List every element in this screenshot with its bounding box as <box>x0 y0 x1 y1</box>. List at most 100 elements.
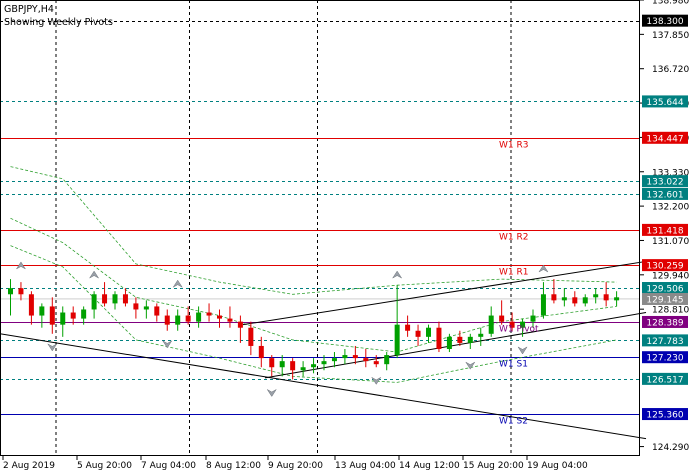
candlestick[interactable] <box>603 282 609 307</box>
candlestick[interactable] <box>227 306 233 328</box>
candlestick[interactable] <box>363 348 369 368</box>
candlestick[interactable] <box>415 324 421 346</box>
price-tick-label: 128.810 <box>652 306 689 316</box>
candlestick[interactable] <box>196 306 202 328</box>
candlestick[interactable] <box>154 303 160 322</box>
candlestick[interactable] <box>8 279 13 316</box>
current-price-value: 129.145 <box>646 295 683 305</box>
candlestick[interactable] <box>217 309 222 328</box>
candlestick[interactable] <box>572 291 578 307</box>
candlestick[interactable] <box>206 303 212 322</box>
pivot-level-price-box <box>642 315 688 328</box>
candlestick[interactable] <box>614 291 620 307</box>
candlestick[interactable] <box>394 285 400 359</box>
grid-layer <box>55 0 512 456</box>
price-tick-label: 131.070 <box>652 237 689 247</box>
time-tick-label: 8 Aug 12:00 <box>206 461 261 471</box>
candlestick[interactable] <box>405 315 411 337</box>
candle-body <box>342 355 348 359</box>
candle-body <box>18 288 24 295</box>
candlestick[interactable] <box>49 297 55 334</box>
candlestick[interactable] <box>175 309 181 331</box>
candlestick[interactable] <box>279 355 285 377</box>
candlestick[interactable] <box>258 336 264 368</box>
dashed-level-price-box <box>642 14 688 27</box>
candle-body <box>248 327 254 346</box>
candlestick[interactable] <box>18 282 24 301</box>
candlestick[interactable] <box>530 309 536 328</box>
time-axis[interactable]: 2 Aug 2019 5 Aug 20:00 7 Aug 04:00 8 Aug 12… <box>2 456 588 471</box>
candlestick[interactable] <box>248 321 254 356</box>
candle-body <box>49 306 55 325</box>
candlestick[interactable] <box>352 345 358 365</box>
level-label-layer: W1 R3 W1 R2 W1 R1 W1 Pivot W1 S1 W1 S2 <box>499 141 539 427</box>
candle-body <box>164 315 170 325</box>
candle-body <box>206 312 212 316</box>
candlestick[interactable] <box>373 355 379 368</box>
candle-body <box>572 297 578 304</box>
candle-body <box>614 297 620 301</box>
dashed-level-price-box <box>642 372 688 385</box>
candle-body <box>405 324 411 331</box>
candlestick[interactable] <box>457 330 463 346</box>
candlestick[interactable] <box>102 282 108 307</box>
candle-body <box>593 294 599 298</box>
candlestick[interactable] <box>331 352 337 368</box>
candle-body <box>39 306 45 316</box>
candlestick[interactable] <box>593 288 599 304</box>
candle-body <box>133 303 139 310</box>
dashed-level-price-box <box>642 187 688 200</box>
current-price-box <box>642 292 688 305</box>
candlestick[interactable] <box>164 309 170 331</box>
candlestick[interactable] <box>133 297 139 319</box>
candlestick[interactable] <box>520 318 526 337</box>
candlestick[interactable] <box>91 291 97 319</box>
candlestick[interactable] <box>540 282 546 319</box>
candle-body <box>384 355 390 365</box>
candlestick[interactable] <box>81 306 87 325</box>
trendline-3[interactable] <box>264 312 647 379</box>
candlestick[interactable] <box>269 355 275 377</box>
fractal-up-marker <box>172 279 183 288</box>
candlestick[interactable] <box>60 306 66 337</box>
trendline-1[interactable] <box>0 333 647 440</box>
candlestick[interactable] <box>384 352 390 371</box>
candle-body <box>530 315 536 322</box>
candlestick-series[interactable] <box>8 279 620 380</box>
candlestick[interactable] <box>39 303 45 328</box>
trendline-2[interactable] <box>242 260 647 326</box>
time-tick-label: 9 Aug 20:00 <box>268 461 323 471</box>
candlestick[interactable] <box>509 312 515 331</box>
candlestick[interactable] <box>582 294 588 307</box>
price-axis[interactable]: 138.980137.850136.720135.590134.460133.3… <box>640 0 689 453</box>
candlestick[interactable] <box>237 315 243 343</box>
candlestick[interactable] <box>467 333 473 349</box>
candlestick[interactable] <box>321 355 327 371</box>
candle-body <box>70 312 76 319</box>
candlestick[interactable] <box>446 333 452 353</box>
candlestick[interactable] <box>488 306 494 337</box>
candle-body <box>551 294 557 301</box>
dashed-level-price-value: 133.022 <box>646 178 683 188</box>
candlestick[interactable] <box>300 361 306 377</box>
candle-body <box>227 318 233 322</box>
candlestick[interactable] <box>70 306 76 325</box>
candlestick[interactable] <box>436 321 442 353</box>
candlestick[interactable] <box>122 288 128 307</box>
candlestick[interactable] <box>185 306 191 325</box>
candlestick[interactable] <box>561 288 567 307</box>
candlestick[interactable] <box>28 291 34 325</box>
candlestick[interactable] <box>551 279 557 304</box>
pivot-label: W1 R2 <box>499 233 528 243</box>
candlestick[interactable] <box>426 324 431 343</box>
candlestick[interactable] <box>311 358 317 374</box>
candlestick[interactable] <box>342 348 348 365</box>
dashed-level-price-box <box>642 175 688 188</box>
candlestick[interactable] <box>499 300 505 325</box>
candlestick[interactable] <box>112 291 118 310</box>
candlestick[interactable] <box>290 358 296 380</box>
candlestick[interactable] <box>478 327 484 346</box>
candlestick[interactable] <box>143 300 149 319</box>
trendline-layer[interactable] <box>0 260 647 440</box>
